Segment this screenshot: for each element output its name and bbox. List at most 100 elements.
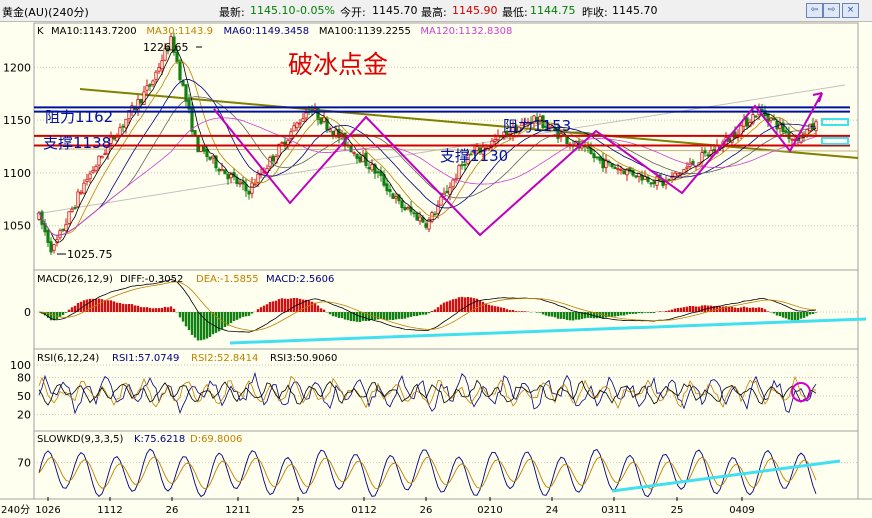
candle-body	[127, 110, 131, 120]
candle-body	[301, 118, 305, 123]
candle-body	[451, 179, 455, 188]
rsi-line	[38, 375, 817, 410]
candle-body	[430, 212, 434, 222]
candle-body	[52, 244, 56, 251]
candle-body	[652, 181, 656, 185]
candle-body	[160, 60, 164, 70]
candle-body	[466, 154, 470, 165]
candle-body	[253, 183, 257, 186]
candle-body	[199, 145, 203, 152]
kd-y-tick: 70	[17, 457, 31, 470]
candle-body	[241, 181, 245, 185]
candle-body	[70, 208, 74, 212]
ma-legend-item: MA100:1139.2255	[319, 26, 411, 37]
candle-body	[460, 164, 464, 167]
x-tick-label: 25	[671, 505, 684, 516]
candle-body	[334, 129, 338, 136]
cyan-marker-upper	[821, 118, 849, 126]
candle-body	[421, 217, 425, 223]
candle-body	[328, 128, 332, 132]
next-arrow-button[interactable]: ⇨	[823, 3, 840, 18]
low-label: 最低:	[502, 6, 528, 19]
candle-body	[223, 169, 227, 175]
candle-body	[166, 47, 170, 52]
candle-body	[46, 230, 50, 243]
support-1130-label: 支撑1130	[440, 147, 508, 165]
candle-body	[94, 165, 98, 171]
candle-body	[298, 122, 302, 125]
candle-body	[211, 155, 215, 159]
candle-body	[82, 182, 86, 194]
candle-body	[145, 85, 149, 91]
candle-body	[184, 84, 188, 102]
candle-body	[367, 167, 371, 170]
candle-body	[250, 182, 254, 194]
candle-body	[775, 120, 779, 130]
candle-body	[418, 216, 422, 222]
zigzag-line	[213, 92, 823, 237]
candle-body	[172, 36, 176, 53]
macd-series	[38, 279, 867, 345]
x-tick-label: 0210	[477, 505, 502, 516]
latest-value: 1145.10	[250, 4, 296, 17]
change-percent: -0.05%	[296, 4, 335, 17]
close-button[interactable]: ×	[842, 3, 859, 18]
candle-body	[706, 154, 710, 157]
cyan-marker-lower	[821, 137, 849, 145]
candle-body	[526, 122, 530, 125]
rsi2-value: RSI2:52.8414	[191, 353, 258, 364]
candle-body	[754, 115, 758, 118]
candle-body	[304, 112, 308, 119]
macd-dea: DEA:-1.5855	[196, 274, 259, 285]
candle-body	[265, 167, 269, 173]
ma-legend-item: MA30:1143.9	[146, 26, 213, 37]
high-label: 最高:	[421, 6, 447, 19]
candle-body	[565, 136, 569, 145]
candle-body	[196, 136, 200, 153]
candle-body	[781, 122, 785, 133]
rsi-name: RSI(6,12,24)	[37, 353, 99, 364]
rsi-y-tick: 50	[17, 390, 31, 403]
macd-y-tick: 0	[24, 306, 31, 319]
candle-body	[619, 169, 623, 171]
macd-dea-line	[38, 281, 817, 331]
descending-trendline	[79, 88, 859, 159]
candle-body	[814, 121, 818, 132]
candle-body	[760, 109, 764, 111]
candle-body	[634, 175, 638, 178]
price-y-tick: 1100	[3, 167, 31, 180]
moving-average-line	[38, 96, 817, 236]
prev-close-label: 昨收:	[582, 6, 608, 19]
candle-body	[808, 123, 812, 132]
rsi-y-tick: 100	[10, 359, 31, 372]
x-tick-label: 1211	[225, 505, 250, 516]
candle-body	[163, 48, 167, 61]
candle-body	[139, 99, 143, 104]
candle-body	[733, 131, 737, 139]
price-y-tick: 1200	[3, 61, 31, 74]
kd-d-line	[38, 456, 817, 490]
candle-body	[412, 212, 416, 215]
candle-body	[202, 146, 206, 152]
candle-body	[67, 211, 71, 224]
moving-average-lines	[38, 49, 817, 243]
kd-series	[38, 448, 841, 498]
candle-body	[313, 108, 317, 111]
candle-body	[712, 149, 716, 152]
rsi-highlight-circle	[791, 382, 811, 402]
candle-body	[415, 212, 419, 221]
candle-body	[142, 91, 146, 105]
candle-body	[226, 173, 230, 180]
prev-arrow-button[interactable]: ⇦	[806, 3, 823, 18]
macd-diff: DIFF:-0.3052	[120, 274, 183, 285]
candle-body	[73, 207, 77, 209]
candle-body	[649, 182, 653, 185]
open-value: 1145.70	[372, 4, 418, 17]
moving-average-line	[38, 49, 817, 243]
candle-body	[208, 156, 212, 160]
zigzag-arrowhead	[812, 92, 823, 103]
candle-body	[703, 150, 707, 154]
candle-body	[370, 164, 374, 171]
candle-body	[538, 116, 542, 122]
x-tick-label: 0112	[351, 505, 376, 516]
